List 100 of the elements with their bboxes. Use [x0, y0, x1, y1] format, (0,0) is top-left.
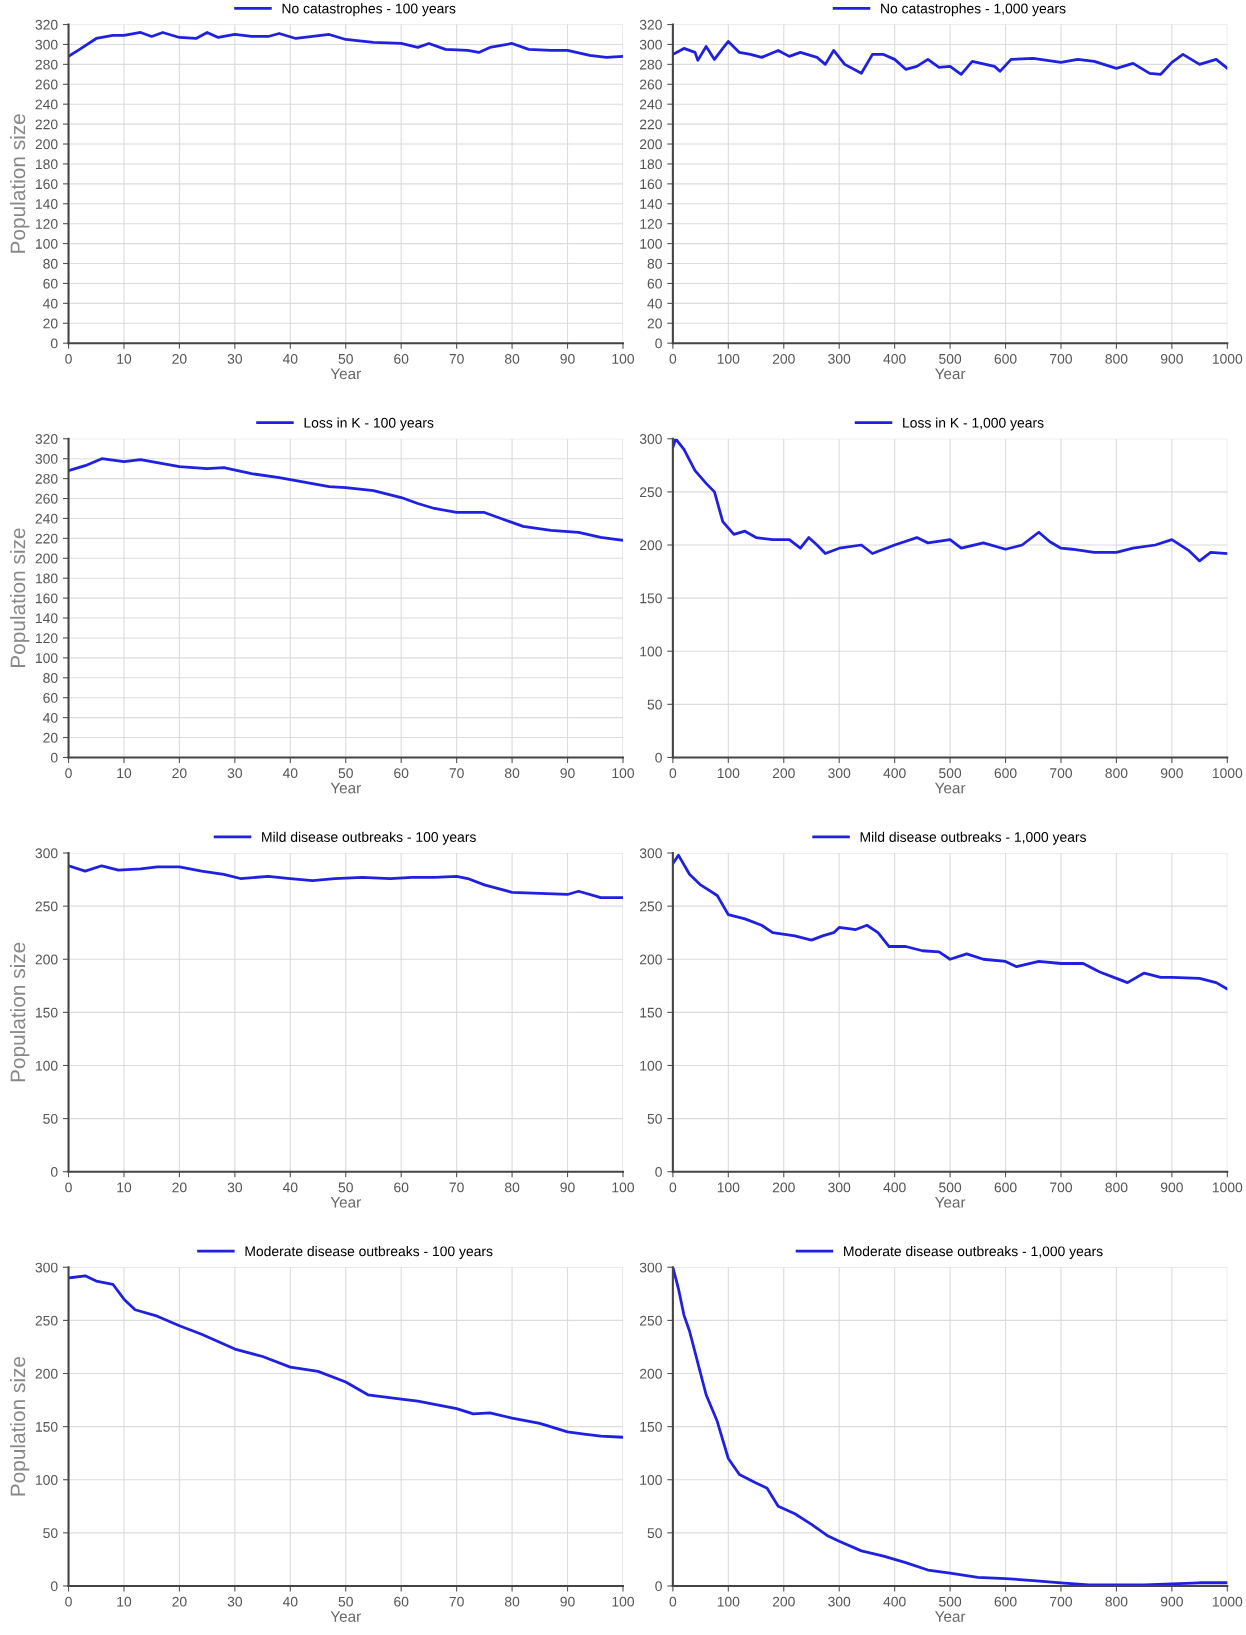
x-tick-label: 100: [612, 353, 635, 364]
x-tick-label: 40: [282, 768, 298, 779]
y-tick-label: 300: [639, 848, 662, 859]
line-series: [68, 457, 623, 542]
y-tick-label: 100: [640, 1060, 662, 1071]
x-tick-label: 10: [117, 768, 132, 779]
y-tick-label: 20: [43, 732, 58, 743]
y-tick-label: 180: [36, 573, 58, 584]
x-tick-label: 90: [560, 1596, 575, 1607]
y-tick-label: 0: [50, 1581, 58, 1592]
x-tick-label: 70: [449, 1182, 464, 1193]
y-tick-label: 200: [35, 1368, 58, 1379]
y-tick-label: 50: [647, 1113, 662, 1124]
y-tick-label: 280: [35, 473, 58, 484]
x-tick-label: 500: [939, 768, 962, 779]
x-axis-title: Year: [330, 1197, 361, 1208]
x-axis-title: Year: [330, 368, 361, 380]
x-tick-label: 30: [227, 768, 243, 779]
x-tick-label: 800: [1105, 1182, 1128, 1193]
y-tick-label: 260: [35, 493, 58, 504]
y-tick-label: 300: [639, 1262, 662, 1273]
y-tick-label: 50: [43, 1528, 58, 1539]
y-tick-label: 100: [36, 238, 58, 249]
y-tick-label: 0: [655, 1581, 662, 1592]
x-tick-label: 10: [117, 353, 132, 364]
y-tick-label: 120: [36, 219, 58, 229]
y-tick-label: 280: [35, 59, 58, 70]
x-tick-label: 100: [717, 353, 740, 364]
y-tick-label: 200: [35, 553, 58, 564]
x-tick-label: 60: [394, 768, 409, 779]
x-tick-label: 80: [504, 1596, 520, 1607]
y-tick-label: 160: [640, 179, 662, 190]
y-tick-label: 140: [36, 199, 58, 209]
y-tick-label: 0: [655, 1167, 662, 1177]
y-tick-label: 220: [639, 119, 662, 130]
y-tick-label: 0: [50, 752, 58, 763]
x-tick-label: 10: [117, 1182, 132, 1193]
x-tick-label: 20: [172, 1182, 187, 1193]
x-tick-label: 50: [338, 353, 353, 364]
x-tick-label: 30: [227, 353, 243, 364]
y-axis-title: Population size: [9, 114, 30, 253]
x-tick-label: 0: [669, 768, 677, 779]
x-tick-label: 90: [560, 353, 575, 364]
legend-label: Mild disease outbreaks - 1,000 years: [860, 831, 1086, 845]
x-tick-label: 0: [669, 1596, 677, 1607]
x-tick-label: 1000: [1212, 353, 1243, 364]
y-tick-label: 300: [35, 848, 58, 859]
x-tick-label: 600: [994, 1596, 1017, 1607]
y-tick-label: 280: [639, 59, 662, 70]
x-tick-label: 200: [772, 768, 795, 779]
y-tick-label: 20: [43, 318, 58, 329]
legend-label: Mild disease outbreaks - 100 years: [262, 831, 476, 845]
x-tick-label: 40: [282, 1596, 298, 1607]
x-tick-label: 20: [172, 353, 187, 364]
y-tick-label: 100: [640, 1475, 662, 1485]
y-tick-label: 20: [647, 318, 662, 329]
x-tick-label: 700: [1050, 353, 1073, 364]
line-series: [68, 31, 623, 59]
y-tick-label: 80: [43, 258, 58, 269]
y-tick-label: 150: [36, 1421, 58, 1432]
x-axis-title: Year: [934, 1197, 966, 1208]
y-tick-label: 0: [655, 752, 662, 763]
y-tick-label: 0: [50, 1167, 58, 1177]
y-tick-label: 200: [35, 139, 58, 150]
x-tick-label: 0: [65, 353, 72, 364]
y-tick-label: 140: [36, 613, 58, 624]
x-tick-label: 700: [1050, 1596, 1073, 1607]
y-tick-label: 200: [35, 954, 58, 965]
x-axis-title: Year: [330, 1611, 361, 1622]
legend-label: Moderate disease outbreaks - 100 years: [245, 1246, 493, 1259]
x-tick-label: 900: [1160, 768, 1183, 779]
x-tick-label: 0: [65, 768, 72, 779]
y-tick-label: 120: [640, 219, 662, 229]
y-tick-label: 120: [36, 633, 58, 644]
y-tick-label: 100: [640, 238, 662, 249]
x-tick-label: 70: [449, 1596, 464, 1607]
y-tick-label: 250: [35, 901, 58, 912]
y-tick-label: 150: [640, 1421, 662, 1432]
x-tick-label: 0: [669, 353, 677, 364]
x-tick-label: 300: [828, 353, 851, 364]
y-tick-label: 60: [43, 278, 58, 289]
x-tick-label: 400: [883, 1596, 906, 1607]
y-tick-label: 300: [639, 434, 662, 444]
y-axis-title: Population size: [9, 1356, 30, 1496]
x-tick-label: 70: [449, 353, 464, 364]
x-tick-label: 100: [717, 768, 740, 779]
x-tick-label: 900: [1160, 353, 1183, 364]
x-tick-label: 60: [394, 1596, 409, 1607]
x-tick-label: 20: [172, 1596, 187, 1607]
x-tick-label: 90: [560, 768, 575, 779]
y-tick-label: 300: [35, 454, 58, 464]
y-tick-label: 240: [35, 513, 58, 524]
y-tick-label: 0: [50, 338, 58, 349]
x-tick-label: 60: [394, 1182, 409, 1193]
y-tick-label: 60: [647, 278, 662, 289]
y-tick-label: 300: [35, 1262, 58, 1273]
x-axis-title: Year: [934, 1611, 966, 1622]
y-tick-label: 220: [35, 533, 58, 544]
y-tick-label: 60: [43, 693, 58, 703]
x-tick-label: 200: [772, 353, 795, 364]
